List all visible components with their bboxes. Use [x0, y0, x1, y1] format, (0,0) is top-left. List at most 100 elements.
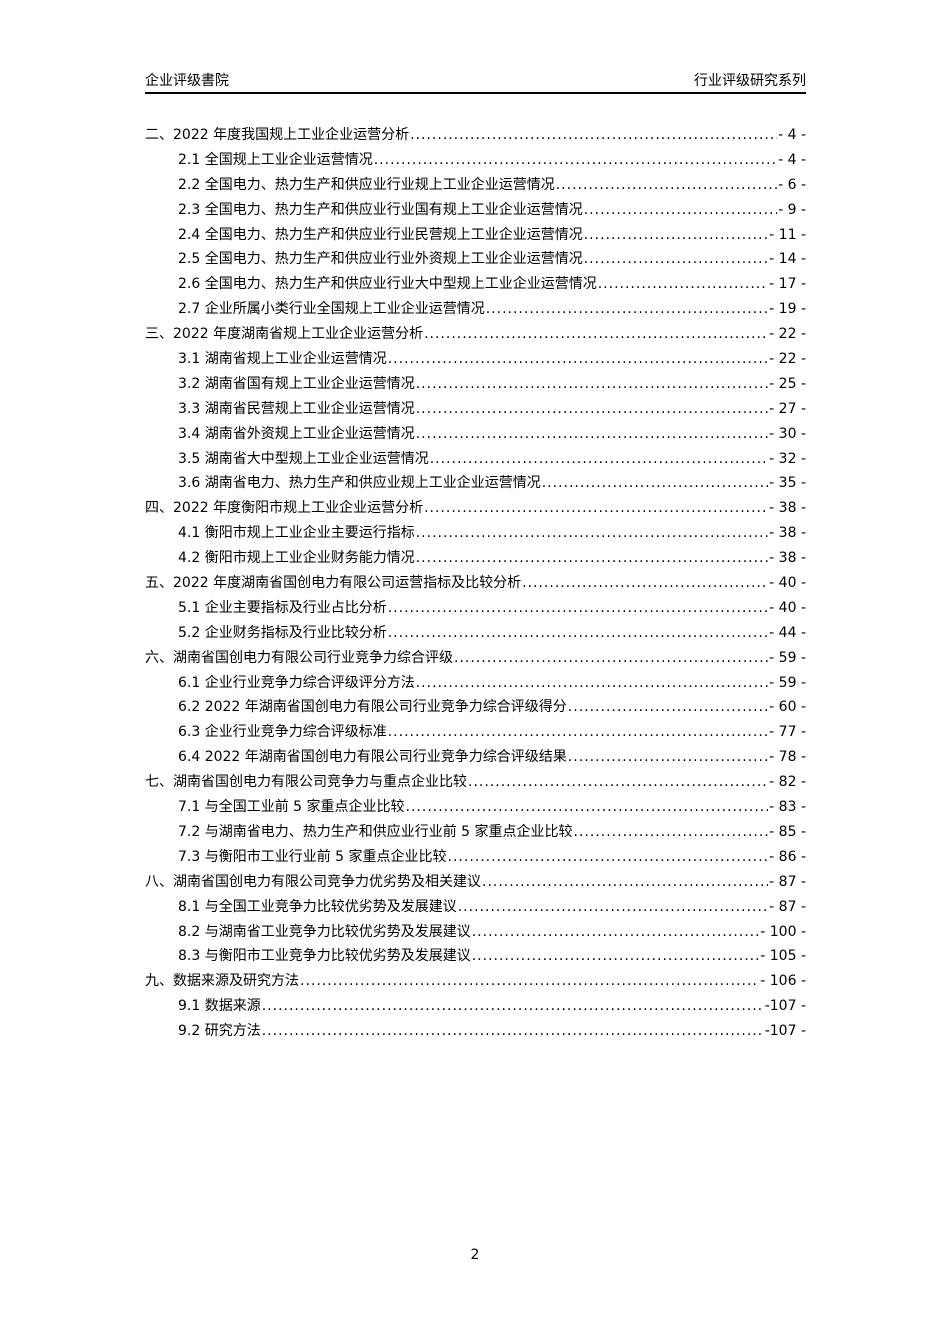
- toc-entry-page: -107 -: [764, 998, 806, 1015]
- toc-entry-label: 2.2 全国电力、热力生产和供应业行业规上工业企业运营情况: [178, 176, 555, 193]
- toc-entry-label: 3.6 湖南省电力、热力生产和供应业规上工业企业运营情况: [178, 475, 541, 492]
- toc-section-entry[interactable]: 6.1 企业行业竞争力综合评级评分方法 - 59 -: [145, 672, 806, 697]
- toc-chapter-entry[interactable]: 五、2022 年度湖南省国创电力有限公司运营指标及比较分析 - 40 -: [145, 572, 806, 597]
- toc-entry-label: 9.2 研究方法: [178, 1023, 261, 1040]
- toc-entry-label: 7.3 与衡阳市工业行业前 5 家重点企业比较: [178, 848, 447, 865]
- header-left-title: 企业评级書院: [145, 73, 229, 89]
- toc-section-entry[interactable]: 7.3 与衡阳市工业行业前 5 家重点企业比较 - 86 -: [145, 846, 806, 871]
- toc-section-entry[interactable]: 9.1 数据来源 -107 -: [145, 995, 806, 1020]
- toc-section-entry[interactable]: 8.2 与湖南省工业竞争力比较优劣势及发展建议 - 100 -: [145, 921, 806, 946]
- toc-section-entry[interactable]: 2.5 全国电力、热力生产和供应业行业外资规上工业企业运营情况 - 14 -: [145, 248, 806, 273]
- toc-chapter-entry[interactable]: 六、湖南省国创电力有限公司行业竞争力综合评级 - 59 -: [145, 647, 806, 672]
- toc-section-entry[interactable]: 3.6 湖南省电力、热力生产和供应业规上工业企业运营情况 - 35 -: [145, 472, 806, 497]
- toc-section-entry[interactable]: 6.3 企业行业竞争力综合评级标准 - 77 -: [145, 721, 806, 746]
- toc-chapter-entry[interactable]: 七、湖南省国创电力有限公司竞争力与重点企业比较 - 82 -: [145, 771, 806, 796]
- toc-entry-label: 二、2022 年度我国规上工业企业运营分析: [145, 127, 410, 143]
- toc-section-entry[interactable]: 8.1 与全国工业竞争力比较优劣势及发展建议 - 87 -: [145, 896, 806, 921]
- toc-dot-leader: [424, 500, 768, 516]
- toc-section-entry[interactable]: 2.4 全国电力、热力生产和供应业行业民营规上工业企业运营情况 - 11 -: [145, 224, 806, 249]
- toc-entry-page: - 35 -: [769, 475, 806, 492]
- toc-entry-label: 6.2 2022 年湖南省国创电力有限公司行业竞争力综合评级得分: [178, 699, 567, 716]
- toc-dot-leader: [416, 376, 768, 392]
- toc-chapter-entry[interactable]: 三、2022 年度湖南省规上工业企业运营分析 - 22 -: [145, 323, 806, 348]
- toc-entry-label: 五、2022 年度湖南省国创电力有限公司运营指标及比较分析: [145, 575, 522, 592]
- toc-entry-page: - 86 -: [769, 848, 806, 865]
- toc-section-entry[interactable]: 2.2 全国电力、热力生产和供应业行业规上工业企业运营情况 - 6 -: [145, 174, 806, 199]
- toc-dot-leader: [416, 401, 768, 417]
- toc-entry-label: 八、湖南省国创电力有限公司竞争力优劣势及相关建议: [145, 873, 481, 890]
- toc-section-entry[interactable]: 7.2 与湖南省电力、热力生产和供应业行业前 5 家重点企业比较 - 85 -: [145, 821, 806, 846]
- toc-dot-leader: [406, 799, 769, 815]
- toc-section-entry[interactable]: 4.1 衡阳市规上工业企业主要运行指标 - 38 -: [145, 522, 806, 547]
- toc-entry-label: 3.5 湖南省大中型规上工业企业运营情况: [178, 450, 429, 467]
- toc-dot-leader: [598, 276, 768, 292]
- toc-section-entry[interactable]: 3.3 湖南省民营规上工业企业运营情况 - 27 -: [145, 398, 806, 423]
- toc-entry-label: 5.2 企业财务指标及行业比较分析: [178, 624, 387, 641]
- toc-entry-page: - 38 -: [769, 525, 806, 542]
- toc-section-entry[interactable]: 2.3 全国电力、热力生产和供应业行业国有规上工业企业运营情况 - 9 -: [145, 199, 806, 224]
- toc-section-entry[interactable]: 5.1 企业主要指标及行业占比分析 - 40 -: [145, 597, 806, 622]
- toc-section-entry[interactable]: 6.4 2022 年湖南省国创电力有限公司行业竞争力综合评级结果 - 78 -: [145, 746, 806, 771]
- toc-dot-leader: [424, 326, 768, 342]
- toc-entry-page: - 59 -: [769, 674, 806, 691]
- toc-dot-leader: [472, 924, 760, 940]
- toc-entry-label: 7.2 与湖南省电力、热力生产和供应业行业前 5 家重点企业比较: [178, 823, 573, 840]
- toc-dot-leader: [300, 973, 759, 989]
- toc-entry-page: - 105 -: [760, 948, 806, 965]
- toc-entry-label: 2.6 全国电力、热力生产和供应业行业大中型规上工业企业运营情况: [178, 276, 597, 293]
- toc-section-entry[interactable]: 8.3 与衡阳市工业竞争力比较优劣势及发展建议 - 105 -: [145, 945, 806, 970]
- toc-chapter-entry[interactable]: 四、2022 年度衡阳市规上工业企业运营分析 - 38 -: [145, 497, 806, 522]
- toc-dot-leader: [458, 899, 768, 915]
- toc-section-entry[interactable]: 2.6 全国电力、热力生产和供应业行业大中型规上工业企业运营情况 - 17 -: [145, 273, 806, 298]
- toc-entry-page: - 38 -: [769, 550, 806, 567]
- toc-dot-leader: [486, 301, 768, 317]
- toc-entry-label: 8.3 与衡阳市工业竞争力比较优劣势及发展建议: [178, 948, 471, 965]
- toc-section-entry[interactable]: 2.1 全国规上工业企业运营情况 - 4 -: [145, 149, 806, 174]
- toc-dot-leader: [542, 475, 768, 491]
- toc-entry-label: 8.2 与湖南省工业竞争力比较优劣势及发展建议: [178, 923, 471, 940]
- toc-entry-label: 3.3 湖南省民营规上工业企业运营情况: [178, 400, 415, 417]
- toc-entry-label: 6.3 企业行业竞争力综合评级标准: [178, 724, 387, 741]
- toc-entry-page: - 87 -: [769, 873, 806, 890]
- toc-section-entry[interactable]: 6.2 2022 年湖南省国创电力有限公司行业竞争力综合评级得分 - 60 -: [145, 696, 806, 721]
- toc-entry-label: 5.1 企业主要指标及行业占比分析: [178, 599, 387, 616]
- toc-entry-label: 3.1 湖南省规上工业企业运营情况: [178, 351, 387, 368]
- toc-entry-page: - 106 -: [760, 973, 806, 990]
- toc-section-entry[interactable]: 5.2 企业财务指标及行业比较分析 - 44 -: [145, 622, 806, 647]
- toc-section-entry[interactable]: 9.2 研究方法 -107 -: [145, 1020, 806, 1045]
- toc-entry-page: - 11 -: [769, 226, 806, 243]
- toc-section-entry[interactable]: 3.5 湖南省大中型规上工业企业运营情况 - 32 -: [145, 448, 806, 473]
- toc-entry-label: 9.1 数据来源: [178, 998, 261, 1015]
- toc-dot-leader: [430, 451, 768, 467]
- toc-dot-leader: [388, 625, 768, 641]
- toc-entry-label: 四、2022 年度衡阳市规上工业企业运营分析: [145, 500, 424, 517]
- toc-entry-page: - 40 -: [769, 599, 806, 616]
- toc-entry-page: - 19 -: [769, 301, 806, 318]
- toc-section-entry[interactable]: 3.1 湖南省规上工业企业运营情况 - 22 -: [145, 348, 806, 373]
- toc-dot-leader: [416, 675, 768, 691]
- toc-dot-leader: [416, 525, 768, 541]
- toc-dot-leader: [448, 849, 769, 865]
- toc-chapter-entry[interactable]: 二、2022 年度我国规上工业企业运营分析 - 4 -: [145, 124, 806, 149]
- toc-section-entry[interactable]: 3.2 湖南省国有规上工业企业运营情况 - 25 -: [145, 373, 806, 398]
- toc-entry-page: - 100 -: [760, 923, 806, 940]
- toc-entry-label: 7.1 与全国工业前 5 家重点企业比较: [178, 799, 405, 816]
- toc-dot-leader: [584, 251, 768, 267]
- toc-section-entry[interactable]: 7.1 与全国工业前 5 家重点企业比较 - 83 -: [145, 796, 806, 821]
- toc-section-entry[interactable]: 4.2 衡阳市规上工业企业财务能力情况 - 38 -: [145, 547, 806, 572]
- toc-entry-label: 三、2022 年度湖南省规上工业企业运营分析: [145, 326, 424, 343]
- toc-dot-leader: [374, 152, 777, 168]
- page-header: 企业评级書院 行业评级研究系列: [145, 68, 806, 94]
- toc-entry-page: - 4 -: [778, 127, 806, 143]
- toc-chapter-entry[interactable]: 八、湖南省国创电力有限公司竞争力优劣势及相关建议 - 87 -: [145, 871, 806, 896]
- toc-dot-leader: [568, 699, 768, 715]
- toc-entry-page: - 85 -: [769, 823, 806, 840]
- toc-section-entry[interactable]: 3.4 湖南省外资规上工业企业运营情况 - 30 -: [145, 423, 806, 448]
- toc-entry-page: - 9 -: [778, 201, 806, 218]
- toc-dot-leader: [262, 998, 764, 1014]
- toc-entry-label: 3.2 湖南省国有规上工业企业运营情况: [178, 375, 415, 392]
- toc-chapter-entry[interactable]: 九、数据来源及研究方法 - 106 -: [145, 970, 806, 995]
- toc-dot-leader: [468, 774, 768, 790]
- toc-section-entry[interactable]: 2.7 企业所属小类行业全国规上工业企业运营情况 - 19 -: [145, 298, 806, 323]
- toc-dot-leader: [416, 426, 768, 442]
